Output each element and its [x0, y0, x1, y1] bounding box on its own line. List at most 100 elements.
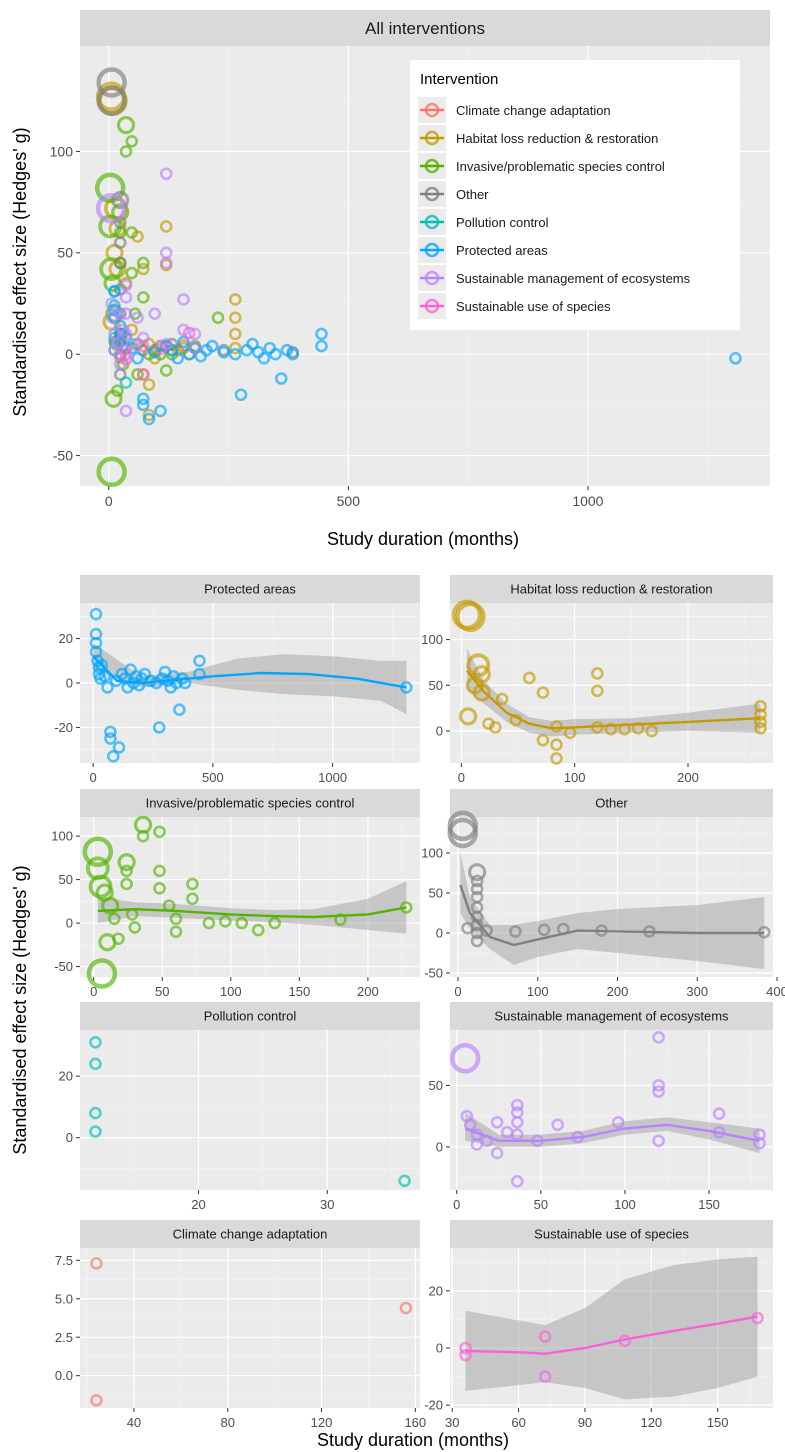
data-point-protected-areas — [177, 335, 190, 349]
data-point-sustainable-use-of-species — [136, 368, 150, 381]
y-tick-label: 20 — [429, 1283, 443, 1298]
trend-line — [459, 884, 765, 947]
data-point-sustainable-management-of-ecosystems — [136, 331, 150, 345]
x-tick-label: 300 — [686, 984, 708, 999]
data-point-invasive-problematic-species-control — [107, 912, 121, 926]
data-point-pollution-control — [398, 1174, 411, 1188]
data-point-protected-areas — [104, 725, 117, 739]
data-point-invasive-problematic-species-control — [111, 384, 124, 398]
plot-background — [80, 1248, 420, 1408]
data-point-other — [461, 921, 474, 935]
data-point-invasive-problematic-species-control — [186, 877, 199, 891]
y-tick-label: 0 — [66, 676, 73, 691]
data-point-habitat-loss-reduction-restoration — [228, 311, 242, 325]
data-point-invasive-problematic-species-control — [251, 923, 265, 937]
data-point-other — [509, 925, 522, 938]
data-point-other — [165, 337, 179, 351]
plot-background — [80, 817, 420, 977]
data-point-sustainable-use-of-species — [459, 1348, 472, 1362]
data-points — [447, 810, 771, 948]
data-point-sustainable-use-of-species — [119, 347, 133, 361]
data-point-protected-areas — [315, 339, 328, 353]
data-point-protected-areas — [131, 351, 144, 365]
data-point-protected-areas — [217, 345, 231, 359]
y-tick-label: -50 — [424, 966, 443, 981]
data-point-sustainable-use-of-species — [119, 352, 133, 366]
panel-sustainable-use-of-species: Sustainable use of species 30 60 90 120 150 -2… — [424, 1220, 773, 1430]
data-point-protected-areas — [136, 392, 150, 406]
facet-title: All interventions — [365, 19, 485, 38]
data-point-protected-areas — [171, 351, 185, 365]
data-point-habitat-loss-reduction-restoration — [472, 683, 491, 702]
data-point-invasive-problematic-species-control — [211, 311, 225, 325]
data-point-sustainable-management-of-ecosystems — [95, 192, 127, 224]
plot-background — [450, 603, 773, 763]
data-point-sustainable-management-of-ecosystems — [712, 1107, 726, 1120]
facet-strip — [80, 10, 770, 46]
y-tick-label: 0 — [436, 1341, 443, 1356]
data-point-protected-areas — [152, 721, 166, 734]
data-point-invasive-problematic-species-control — [153, 825, 166, 839]
main-y-axis-label: Standardised effect size (Hedges' g) — [10, 127, 30, 416]
x-tick-label: 150 — [707, 1415, 729, 1430]
x-tick-label: 200 — [607, 984, 629, 999]
facet-title: Sustainable management of ecosystems — [494, 1009, 729, 1024]
legend-box — [410, 60, 740, 330]
facet-title: Habitat loss reduction & restoration — [510, 582, 712, 597]
panel-sustainable-management-of-ecosystems: Sustainable management of ecosystems 0 50 1… — [429, 1002, 773, 1212]
x-tick-label: 0 — [458, 770, 465, 785]
x-tick-label: 100 — [614, 1197, 636, 1212]
y-tick-label: -20 — [54, 720, 73, 735]
x-tick-label: 100 — [220, 984, 242, 999]
legend-label: Invasive/problematic species control — [456, 159, 665, 174]
trend-line — [92, 655, 407, 689]
data-point-sustainable-management-of-ecosystems — [148, 307, 162, 320]
data-points — [89, 1036, 411, 1188]
data-point-protected-areas — [257, 351, 271, 365]
legend-key-invasive-problematic-species-control — [424, 158, 440, 174]
data-point-protected-areas — [228, 347, 242, 361]
legend-label: Sustainable use of species — [456, 299, 611, 314]
facet-title: Climate change adaptation — [173, 1227, 328, 1242]
legend-label: Habitat loss reduction & restoration — [456, 131, 658, 146]
x-tick-label: 0 — [90, 984, 97, 999]
data-point-sustainable-management-of-ecosystems — [119, 291, 133, 304]
legend-label: Climate change adaptation — [456, 103, 611, 118]
trend-line — [464, 1123, 760, 1142]
facet-strip — [80, 575, 420, 603]
data-point-other — [468, 863, 487, 882]
trend-line — [97, 906, 407, 919]
data-point-pollution-control — [89, 1106, 102, 1120]
data-point-protected-areas — [136, 398, 150, 412]
data-point-protected-areas — [154, 404, 167, 418]
y-tick-label: 20 — [59, 1069, 73, 1084]
data-point-sustainable-use-of-species — [459, 1341, 472, 1355]
main-x-axis-label: Study duration (months) — [327, 529, 519, 549]
legend-key-protected-areas — [424, 242, 440, 258]
data-point-habitat-loss-reduction-restoration — [159, 220, 173, 233]
data-point-habitat-loss-reduction-restoration — [754, 708, 767, 721]
data-point-habitat-loss-reduction-restoration — [591, 684, 604, 698]
facet-strip — [450, 575, 773, 603]
data-point-other — [470, 874, 484, 888]
legend-key-pollution-control — [424, 214, 440, 230]
data-point-invasive-problematic-species-control — [131, 368, 144, 381]
panel-climate-change-adaptation: Climate change adaptation 40 80 120 160 0.0 2.… — [55, 1220, 426, 1430]
x-tick-label: 60 — [511, 1415, 525, 1430]
y-tick-label: 50 — [59, 872, 73, 887]
x-tick-label: 50 — [155, 984, 169, 999]
x-tick-label: 0 — [105, 493, 113, 509]
data-point-invasive-problematic-species-control — [136, 291, 150, 304]
legend-label: Pollution control — [456, 215, 549, 230]
x-tick-label: 500 — [337, 493, 361, 509]
data-point-habitat-loss-reduction-restoration — [228, 327, 242, 341]
data-point-other — [480, 924, 493, 937]
y-tick-label: 50 — [429, 1078, 443, 1093]
x-tick-label: 80 — [220, 1415, 234, 1430]
data-point-habitat-loss-reduction-restoration — [754, 721, 767, 735]
facet-strip — [80, 1220, 420, 1248]
data-point-sustainable-management-of-ecosystems — [551, 1118, 564, 1132]
data-point-climate-change-adaptation — [399, 1301, 413, 1315]
plot-background — [450, 817, 773, 977]
grid-lines — [80, 1030, 420, 1190]
